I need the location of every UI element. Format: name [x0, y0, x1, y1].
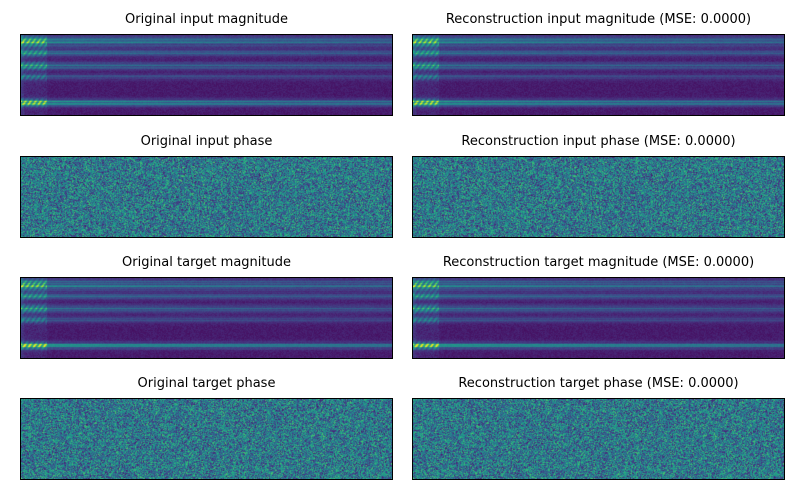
panel-original-target-magnitude: Original target magnitude — [20, 255, 393, 361]
panel-title: Reconstruction target phase (MSE: 0.0000… — [458, 376, 739, 391]
heatmap-canvas — [413, 278, 784, 358]
heatmap-frame — [412, 156, 785, 238]
heatmap-frame — [20, 156, 393, 238]
heatmap-frame — [412, 398, 785, 480]
panel-title: Original input magnitude — [125, 12, 288, 27]
heatmap-canvas — [21, 157, 392, 237]
heatmap-frame — [412, 34, 785, 116]
heatmap-frame — [20, 398, 393, 480]
heatmap-canvas — [21, 35, 392, 115]
heatmap-canvas — [413, 35, 784, 115]
heatmap-canvas — [21, 399, 392, 479]
panel-title: Original input phase — [140, 134, 273, 149]
panel-title: Reconstruction target magnitude (MSE: 0.… — [442, 255, 755, 270]
heatmap-frame — [412, 277, 785, 359]
panel-reconstruction-input-phase: Reconstruction input phase (MSE: 0.0000) — [412, 134, 785, 240]
heatmap-canvas — [21, 278, 392, 358]
heatmap-canvas — [413, 399, 784, 479]
heatmap-canvas — [413, 157, 784, 237]
heatmap-frame — [20, 34, 393, 116]
panel-original-input-phase: Original input phase — [20, 134, 393, 240]
panel-original-target-phase: Original target phase — [20, 376, 393, 482]
heatmap-frame — [20, 277, 393, 359]
panel-original-input-magnitude: Original input magnitude — [20, 12, 393, 118]
panel-title: Original target phase — [137, 376, 276, 391]
panel-title: Original target magnitude — [122, 255, 291, 270]
panel-title: Reconstruction input phase (MSE: 0.0000) — [461, 134, 736, 149]
panel-reconstruction-target-phase: Reconstruction target phase (MSE: 0.0000… — [412, 376, 785, 482]
panel-reconstruction-target-magnitude: Reconstruction target magnitude (MSE: 0.… — [412, 255, 785, 361]
panel-reconstruction-input-magnitude: Reconstruction input magnitude (MSE: 0.0… — [412, 12, 785, 118]
panel-title: Reconstruction input magnitude (MSE: 0.0… — [445, 12, 752, 27]
